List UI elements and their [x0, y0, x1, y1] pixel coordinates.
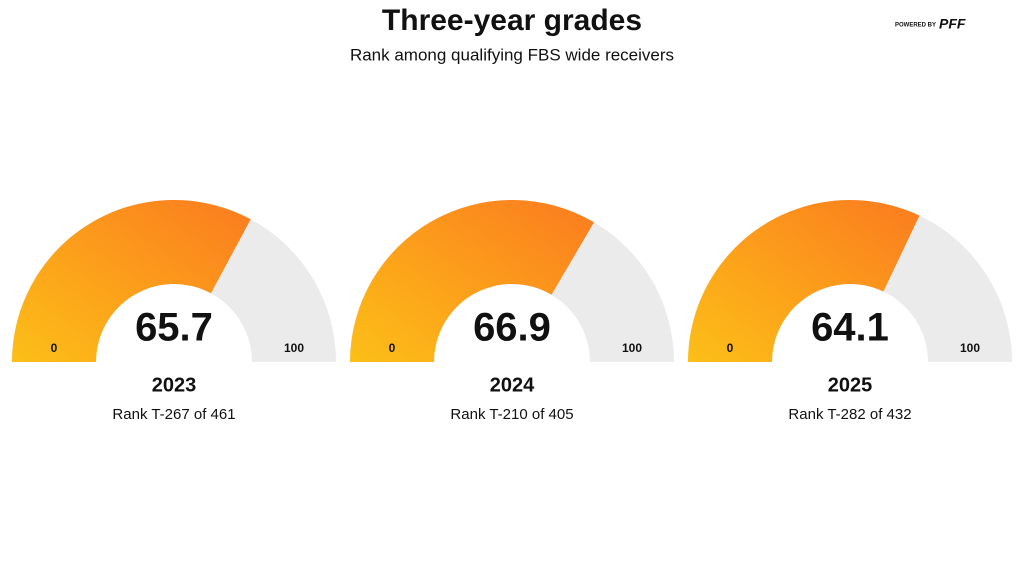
- gauge-label: 2024: [490, 374, 535, 396]
- gauge-label: 2025: [828, 374, 873, 396]
- gauge-note: Rank T-210 of 405: [450, 406, 573, 423]
- logo-prefix: POWERED BY: [895, 23, 936, 29]
- gauge-value-label: 65.7: [135, 306, 213, 350]
- gauge-label: 2023: [152, 374, 197, 396]
- gauge-value-label: 66.9: [473, 306, 551, 350]
- chart-subtitle: Rank among qualifying FBS wide receivers: [350, 45, 674, 64]
- gauge-value-label: 64.1: [811, 306, 889, 350]
- gauge-note: Rank T-267 of 461: [112, 406, 235, 423]
- gauge-tick-label: 100: [960, 341, 980, 355]
- chart-title: Three-year grades: [382, 4, 642, 37]
- gauge-tick-label: 100: [622, 341, 642, 355]
- gauge-note: Rank T-282 of 432: [788, 406, 911, 423]
- gauge-value: [350, 200, 595, 362]
- gauge-tick-label: 0: [51, 341, 58, 355]
- gauge-value: [12, 199, 251, 362]
- gauge-tick-label: 0: [389, 341, 396, 355]
- logo-name: PFF: [939, 16, 966, 32]
- gauge-tick-label: 100: [284, 341, 304, 355]
- gauge-tick-label: 0: [727, 341, 734, 355]
- gauge-value: [688, 200, 920, 362]
- logo: POWERED BY PFF: [895, 16, 966, 32]
